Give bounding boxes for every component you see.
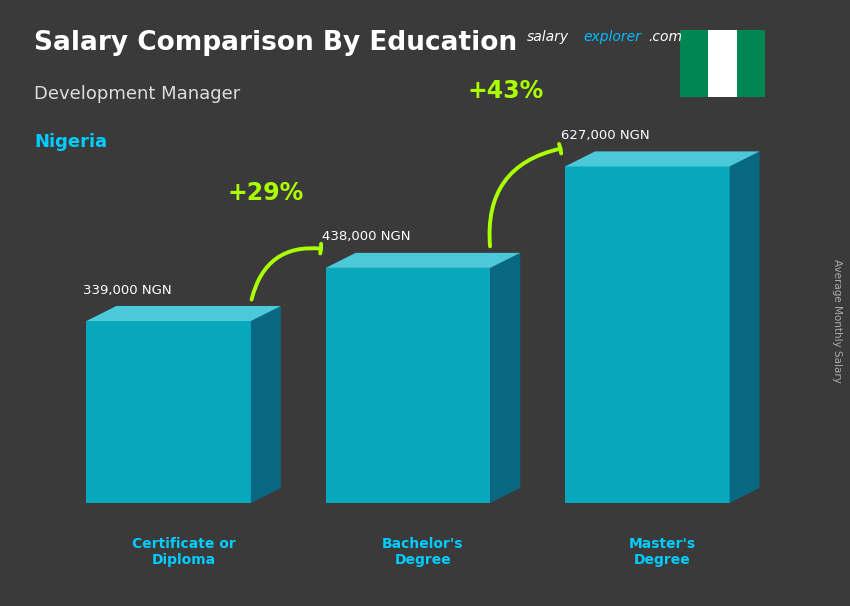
Text: explorer: explorer xyxy=(583,30,641,44)
Bar xyxy=(680,30,708,97)
Text: Development Manager: Development Manager xyxy=(34,85,241,103)
Polygon shape xyxy=(729,152,760,503)
Polygon shape xyxy=(490,253,520,503)
Polygon shape xyxy=(565,152,760,167)
Text: +29%: +29% xyxy=(228,181,304,205)
Text: .com: .com xyxy=(648,30,682,44)
Text: 438,000 NGN: 438,000 NGN xyxy=(322,230,411,244)
Bar xyxy=(708,30,737,97)
Polygon shape xyxy=(326,253,520,268)
Polygon shape xyxy=(565,167,729,503)
Text: salary: salary xyxy=(527,30,570,44)
Text: 339,000 NGN: 339,000 NGN xyxy=(82,284,171,296)
Text: Salary Comparison By Education: Salary Comparison By Education xyxy=(34,30,517,56)
Text: Certificate or
Diploma: Certificate or Diploma xyxy=(132,537,235,567)
Polygon shape xyxy=(326,268,490,503)
Polygon shape xyxy=(87,306,280,321)
Text: Master's
Degree: Master's Degree xyxy=(629,537,696,567)
Text: Bachelor's
Degree: Bachelor's Degree xyxy=(382,537,464,567)
Bar xyxy=(737,30,765,97)
Polygon shape xyxy=(251,306,280,503)
Text: +43%: +43% xyxy=(468,79,543,103)
Text: 627,000 NGN: 627,000 NGN xyxy=(561,129,650,142)
Text: Nigeria: Nigeria xyxy=(34,133,107,152)
Text: Average Monthly Salary: Average Monthly Salary xyxy=(832,259,842,383)
Polygon shape xyxy=(87,321,251,503)
